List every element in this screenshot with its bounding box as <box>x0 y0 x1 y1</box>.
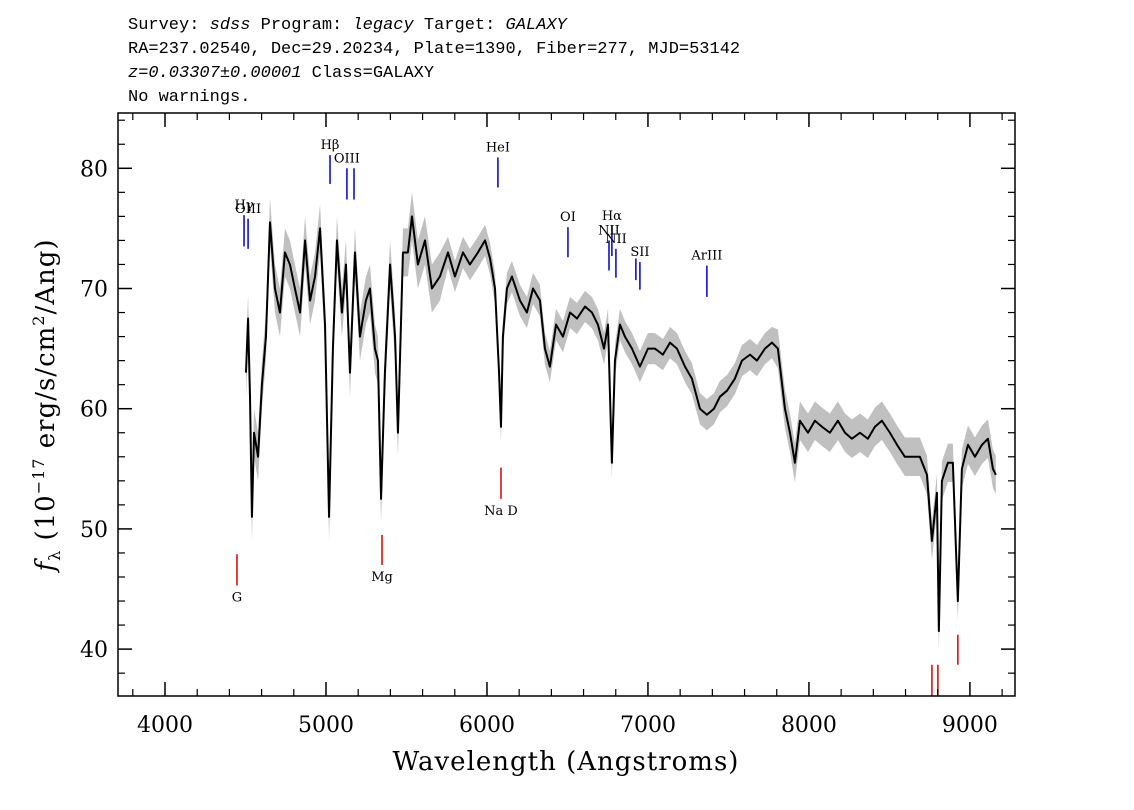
header-text: sdss <box>210 16 251 35</box>
y-label-part: (10 <box>31 494 61 550</box>
line-marker-label: HeI <box>486 140 510 155</box>
y-label-part: 2 <box>29 315 48 326</box>
header-text: legacy <box>352 16 414 35</box>
y-label-part: f <box>31 558 61 574</box>
line-marker-label: ArIII <box>690 249 722 264</box>
line-marker-label: NII <box>598 223 620 238</box>
x-tick-label: 6000 <box>459 713 515 738</box>
header-text: Survey: <box>128 16 210 35</box>
header-line: z=0.03307±0.00001 Class=GALAXY <box>128 64 434 83</box>
y-label-part: erg/s/cm <box>31 326 61 458</box>
line-marker-label: Mg <box>371 570 393 585</box>
header-text: Program: <box>250 16 352 35</box>
y-axis-label: fλ (10−17 erg/s/cm2/Ang) <box>29 238 64 573</box>
header-line: RA=237.02540, Dec=29.20234, Plate=1390, … <box>128 40 740 59</box>
x-tick-label: 5000 <box>298 713 354 738</box>
header-text: RA=237.02540, Dec=29.20234, Plate=1390, … <box>128 40 740 59</box>
line-marker-label: Hγ <box>234 198 253 213</box>
error-band <box>245 192 996 651</box>
x-tick-label: 9000 <box>942 713 998 738</box>
x-tick-label: 4000 <box>137 713 193 738</box>
header-text: z=0.03307±0.00001 <box>128 64 301 83</box>
x-tick-label: 8000 <box>781 713 837 738</box>
header-text: Target: <box>414 16 506 35</box>
header-line: No warnings. <box>128 88 250 107</box>
line-marker-label: OI <box>560 210 576 225</box>
line-marker-label: Hβ <box>321 138 340 153</box>
header-text: GALAXY <box>506 16 569 35</box>
x-axis-label: Wavelength (Angstroms) <box>393 747 740 777</box>
spectrum-line <box>244 215 997 633</box>
line-marker-label: Na D <box>484 504 518 519</box>
line-marker-label: SII <box>630 245 649 260</box>
y-tick-label: 80 <box>80 157 108 182</box>
plot-area <box>236 155 997 696</box>
header-text: Class=GALAXY <box>301 64 434 83</box>
line-marker-label: NII <box>605 232 627 247</box>
y-tick-label: 50 <box>80 518 108 543</box>
y-tick-label: 70 <box>80 278 108 303</box>
header: Survey: sdss Program: legacy Target: GAL… <box>128 16 740 107</box>
header-line: Survey: sdss Program: legacy Target: GAL… <box>128 16 569 35</box>
plot-frame <box>117 112 1016 697</box>
line-marker-label: OIII <box>334 151 360 166</box>
y-tick-label: 40 <box>80 638 108 663</box>
x-tick-label: 7000 <box>620 713 676 738</box>
y-label-part: −17 <box>29 458 48 495</box>
header-text: No warnings. <box>128 88 250 107</box>
y-tick-label: 60 <box>80 398 108 423</box>
y-label-part: /Ang) <box>31 238 61 314</box>
line-marker-label: G <box>232 590 242 605</box>
y-label-part: λ <box>45 550 64 561</box>
line-marker-label: OIII <box>235 202 261 217</box>
line-marker-label: Hα <box>602 209 622 224</box>
